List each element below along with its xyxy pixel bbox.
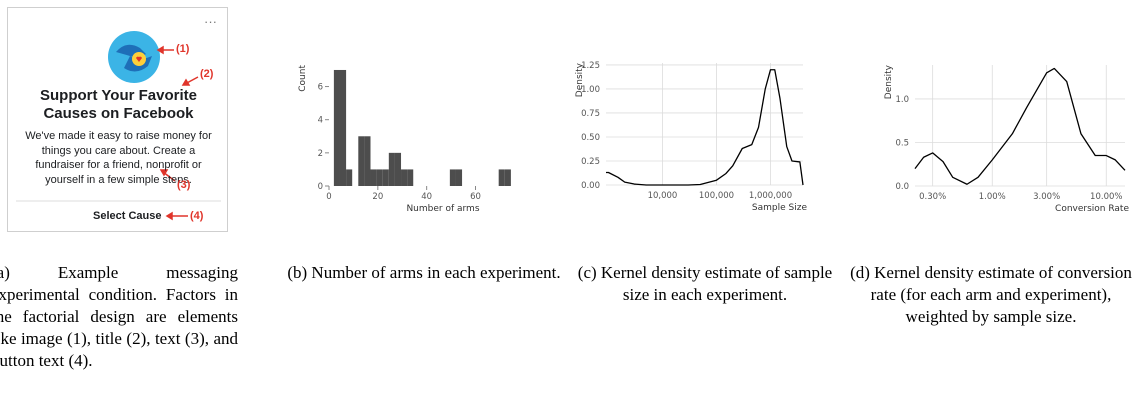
x-tick-label: 20 bbox=[372, 192, 383, 202]
y-tick-label: 0.50 bbox=[581, 133, 600, 143]
x-axis-label: Number of arms bbox=[406, 204, 479, 214]
bar bbox=[455, 169, 463, 186]
caption: (c) Kernel density estimate of sample si… bbox=[577, 263, 833, 304]
y-tick-label: 4 bbox=[318, 116, 323, 126]
bar bbox=[370, 169, 377, 186]
x-tick-label: 10,000 bbox=[648, 191, 678, 201]
y-axis-label: Density bbox=[884, 64, 894, 99]
density-line bbox=[606, 69, 804, 186]
card-body: We've made it easy to raise money for th… bbox=[25, 130, 212, 186]
y-tick-label: 1.0 bbox=[895, 95, 909, 105]
caption: (a) Example messaging experimental condi… bbox=[0, 263, 238, 370]
x-axis-label: Conversion Rate bbox=[1055, 204, 1129, 214]
y-tick-label: 0.0 bbox=[895, 182, 909, 192]
y-tick-label: 0.75 bbox=[581, 109, 600, 119]
x-axis-label: Sample Size bbox=[752, 203, 808, 213]
y-tick-label: 0.5 bbox=[895, 138, 909, 148]
marker: (4) bbox=[190, 210, 204, 222]
x-tick-label: 0 bbox=[326, 192, 331, 202]
menu: ··· bbox=[204, 14, 217, 29]
x-tick-label: 1,000,000 bbox=[749, 191, 792, 201]
bar bbox=[401, 169, 408, 186]
x-tick-label: 3.00% bbox=[1033, 192, 1060, 202]
marker: (2) bbox=[200, 68, 214, 80]
caption: (b) Number of arms in each experiment. bbox=[287, 263, 561, 282]
x-tick-label: 60 bbox=[470, 192, 481, 202]
card-graphics bbox=[16, 31, 221, 221]
density-line bbox=[914, 67, 1126, 185]
x-tick-label: 1.00% bbox=[979, 192, 1006, 202]
y-tick-label: 1.00 bbox=[581, 85, 600, 95]
message-card: ··· (1) (2) Support Your Favorite Causes… bbox=[7, 7, 228, 232]
icon-heart bbox=[136, 56, 142, 62]
bar bbox=[407, 169, 414, 186]
card-title: Support Your Favorite Causes on Facebook bbox=[40, 87, 197, 122]
bar bbox=[333, 69, 340, 186]
caption: (d) Kernel density estimate of conversio… bbox=[850, 263, 1132, 326]
arrows bbox=[156, 45, 199, 221]
bar bbox=[364, 136, 371, 186]
x-tick-label: 100,000 bbox=[699, 191, 734, 201]
y-tick-label: 0.25 bbox=[581, 157, 600, 167]
bar bbox=[394, 152, 402, 186]
bar bbox=[346, 169, 353, 186]
bar bbox=[339, 69, 347, 186]
y-tick-label: 2 bbox=[318, 149, 323, 159]
bar bbox=[498, 169, 505, 186]
button[interactable]: Select Cause bbox=[93, 210, 162, 222]
y-axis-label: Density bbox=[575, 62, 585, 97]
bar bbox=[376, 169, 383, 186]
bar bbox=[388, 152, 395, 186]
y-tick-label: 0.00 bbox=[581, 181, 600, 191]
bar bbox=[449, 169, 456, 186]
bar bbox=[358, 136, 365, 186]
x-tick-label: 10.00% bbox=[1090, 192, 1122, 202]
y-axis-label: Count bbox=[298, 65, 308, 92]
x-tick-label: 40 bbox=[421, 192, 432, 202]
bar bbox=[504, 169, 511, 186]
y-tick-label: 0 bbox=[318, 182, 323, 192]
marker: (1) bbox=[176, 43, 190, 55]
y-tick-label: 6 bbox=[318, 83, 323, 93]
marker: (3) bbox=[177, 179, 191, 191]
y-tick-label: 1.25 bbox=[581, 61, 600, 71]
x-tick-label: 0.30% bbox=[919, 192, 946, 202]
bar bbox=[382, 169, 389, 186]
